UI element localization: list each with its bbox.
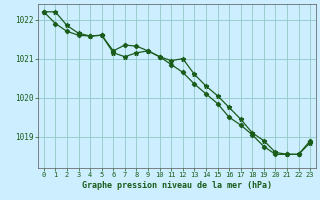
X-axis label: Graphe pression niveau de la mer (hPa): Graphe pression niveau de la mer (hPa): [82, 181, 272, 190]
